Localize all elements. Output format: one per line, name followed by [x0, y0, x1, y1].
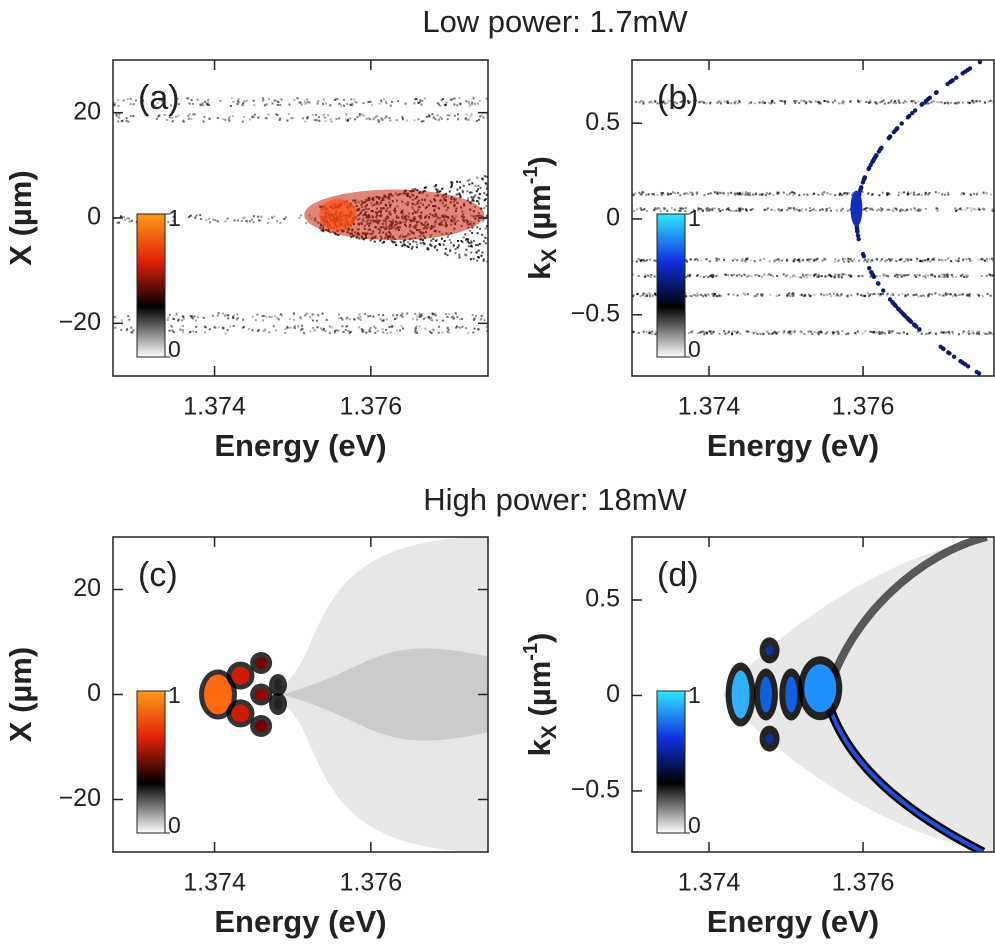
- y-axis-label: X (µm): [3, 170, 38, 265]
- y-axis-label-part: k: [522, 262, 557, 280]
- colorbar-tick-label: 1: [168, 205, 181, 231]
- y-axis-label-part: ): [522, 156, 557, 166]
- colorbar: [137, 691, 165, 833]
- y-tick-label: −20: [59, 308, 101, 336]
- panel-label: (a): [138, 79, 180, 117]
- y-tick-label: 0: [87, 203, 101, 231]
- x-tick-label: 1.374: [183, 393, 246, 421]
- colorbar: [657, 691, 685, 833]
- y-axis-label-part: -1: [520, 643, 542, 661]
- y-axis-label-part: X: [538, 249, 561, 263]
- x-tick-label: 1.376: [832, 869, 895, 897]
- panel-label: (b): [657, 79, 699, 117]
- x-tick-label: 1.376: [340, 869, 403, 897]
- y-tick-label: 20: [73, 97, 101, 125]
- y-tick-label: 0.5: [585, 108, 620, 136]
- y-axis-label: kX (µm-1): [520, 156, 560, 280]
- panel-label: (c): [138, 556, 178, 594]
- y-tick-label: −0.5: [571, 776, 620, 804]
- y-tick-label: 0.5: [585, 585, 620, 613]
- colorbar-tick-label: 0: [688, 336, 701, 362]
- y-tick-label: 20: [73, 574, 101, 602]
- x-axis-label: Energy (eV): [214, 428, 386, 463]
- panel: 1.374 1.376 −20 0 20 (a) Energy (eV) X (µm) 0 1: [3, 60, 490, 463]
- colorbar-tick-label: 1: [688, 682, 701, 708]
- y-tick-label: 0: [606, 204, 620, 232]
- colorbar: [657, 214, 685, 357]
- x-axis-label: Energy (eV): [707, 428, 879, 463]
- section-title: High power: 18mW: [423, 482, 687, 517]
- panel: 1.374 1.376 −20 0 20 (c) Energy (eV) X (µm) 0 1: [3, 537, 488, 939]
- x-axis-label: Energy (eV): [214, 904, 386, 939]
- y-axis-label-part: X (µm): [3, 170, 38, 265]
- y-axis-label-part: k: [522, 738, 557, 756]
- panel: 1.374 1.376 −0.5 0 0.5 (d) Energy (eV) kX (µm-1…: [520, 537, 994, 939]
- colorbar-tick-label: 1: [688, 205, 701, 231]
- y-axis-label-part: (µm: [522, 661, 557, 725]
- x-axis-label: Energy (eV): [707, 904, 879, 939]
- y-tick-label: 0: [606, 680, 620, 708]
- colorbar-tick-label: 0: [168, 336, 181, 362]
- y-axis-label-part: ): [522, 633, 557, 643]
- y-axis-label: X (µm): [3, 647, 38, 742]
- panel-label: (d): [657, 556, 699, 594]
- y-tick-label: −0.5: [571, 299, 620, 327]
- y-axis-label-part: (µm: [522, 184, 557, 248]
- colorbar: [137, 214, 165, 357]
- section-title: Low power: 1.7mW: [422, 4, 688, 39]
- x-tick-label: 1.374: [183, 869, 246, 897]
- y-tick-label: 0: [87, 679, 101, 707]
- x-tick-label: 1.374: [678, 393, 741, 421]
- colorbar-tick-label: 0: [168, 812, 181, 838]
- y-axis-label-part: X: [538, 725, 561, 739]
- y-axis-label-part: X (µm): [3, 647, 38, 742]
- y-axis-label: kX (µm-1): [520, 633, 560, 757]
- x-tick-label: 1.376: [340, 393, 403, 421]
- colorbar-tick-label: 0: [688, 812, 701, 838]
- y-tick-label: −20: [59, 784, 101, 812]
- panel: 1.374 1.376 −0.5 0 0.5 (b) Energy (eV) kX (µm-1…: [520, 60, 995, 463]
- x-tick-label: 1.376: [832, 393, 895, 421]
- y-axis-label-part: -1: [520, 166, 542, 184]
- x-tick-label: 1.374: [678, 869, 741, 897]
- colorbar-tick-label: 1: [168, 682, 181, 708]
